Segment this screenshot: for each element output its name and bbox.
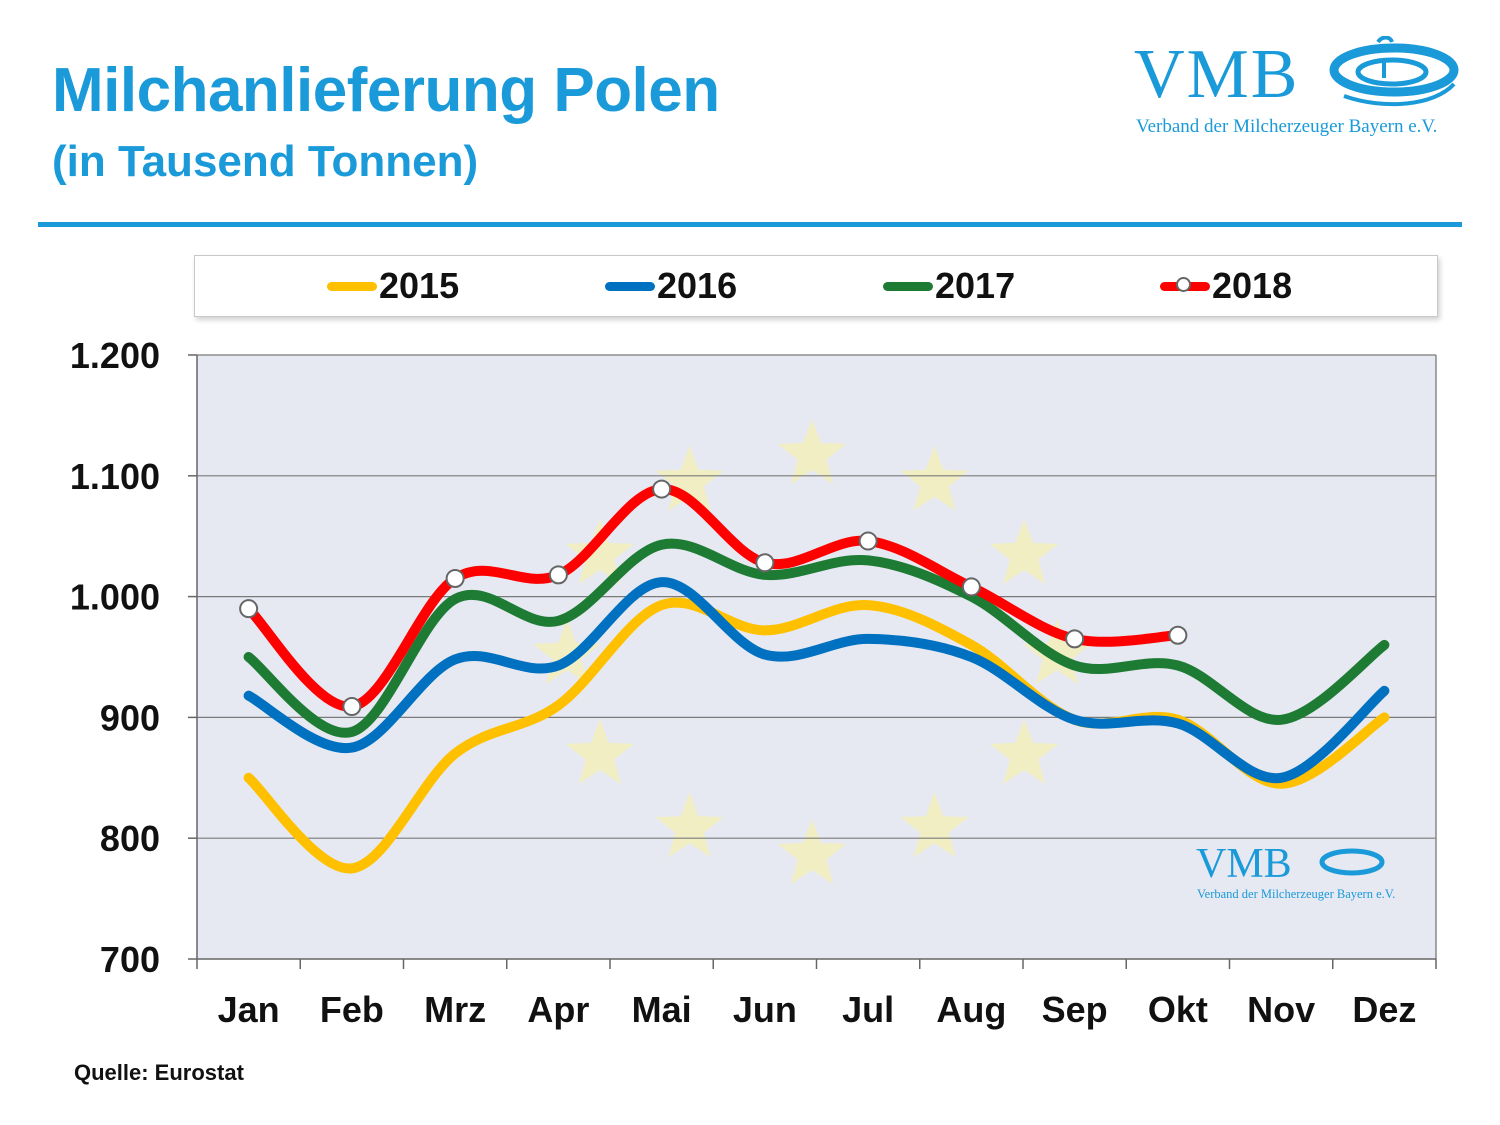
x-tick-label: Nov	[1247, 989, 1315, 1030]
legend-swatch-2016	[605, 281, 655, 291]
data-point-2018	[548, 565, 568, 585]
legend-label-2017: 2017	[935, 265, 1016, 306]
x-tick-label: Sep	[1042, 989, 1108, 1030]
watermark-text: VMB	[1196, 841, 1292, 887]
data-point-2018	[755, 553, 775, 573]
eu-star-icon	[565, 719, 635, 785]
data-point-2018	[342, 697, 362, 717]
eu-stars-background	[532, 419, 1092, 885]
series-lines	[243, 484, 1390, 874]
y-tick-label: 1.200	[70, 335, 160, 376]
series-line-2016	[243, 577, 1390, 784]
data-point-2018	[652, 479, 672, 499]
x-tick-label: Okt	[1148, 989, 1208, 1030]
y-tick-label: 700	[100, 939, 160, 980]
x-tick-label: Apr	[527, 989, 589, 1030]
y-tick-label: 800	[100, 818, 160, 859]
x-tick-label: Aug	[936, 989, 1006, 1030]
x-tick-label: Feb	[320, 989, 384, 1030]
x-axis-labels: Jan Feb Mrz Apr Mai Jun Jul Aug Sep Okt Nov Dez	[218, 989, 1417, 1030]
x-tick-label: Jan	[218, 989, 280, 1030]
watermark-tagline: Verband der Milcherzeuger Bayern e.V.	[1197, 887, 1395, 901]
eu-star-icon	[777, 819, 847, 885]
logo-tagline: Verband der Milcherzeuger Bayern e.V.	[1136, 116, 1438, 137]
data-point-2018	[858, 531, 878, 551]
eu-star-icon	[989, 519, 1059, 585]
legend-item-2018: 2018	[1160, 264, 1292, 308]
eu-star-icon	[900, 445, 969, 511]
page-title: Milchanlieferung Polen	[52, 56, 720, 125]
series-line-2018	[243, 484, 1183, 712]
page-subtitle: (in Tausend Tonnen)	[52, 137, 479, 186]
x-tick-label: Dez	[1352, 989, 1416, 1030]
eu-star-icon	[900, 792, 969, 858]
watermark-swirl-icon	[1319, 848, 1385, 876]
eu-star-icon	[565, 519, 635, 585]
data-point-2018	[1065, 629, 1085, 649]
legend-marker-2018	[1176, 276, 1191, 292]
x-tick-label: Jul	[842, 989, 894, 1030]
eu-star-icon	[532, 619, 602, 685]
legend-swatch-2018	[1160, 276, 1210, 292]
y-axis-labels: 700 800 900 1.000 1.100 1.200	[70, 335, 160, 980]
legend-label-2015: 2015	[379, 265, 460, 306]
data-point-2018	[445, 568, 465, 588]
x-tick-label: Mai	[632, 989, 692, 1030]
eu-star-icon	[989, 719, 1059, 785]
gridlines	[197, 354, 1436, 839]
droplet-swirl-icon	[1329, 36, 1459, 107]
legend-swatch-2017	[883, 281, 933, 291]
watermark-logo: VMB Verband der Milcherzeuger Bayern e.V…	[1196, 841, 1395, 901]
y-tick-label: 1.100	[70, 456, 160, 497]
y-tick-label: 1.000	[70, 577, 160, 618]
legend-item-2016: 2016	[605, 264, 737, 308]
series-markers	[239, 479, 1188, 717]
chart-legend: 2015 2016 2017 2018	[194, 255, 1438, 317]
eu-star-icon	[777, 419, 847, 485]
data-point-2018	[1168, 625, 1188, 645]
eu-star-icon	[655, 792, 724, 858]
series-line-2017	[243, 538, 1390, 738]
legend-label-2018: 2018	[1212, 265, 1293, 306]
legend-swatch-2015	[327, 281, 377, 291]
legend-item-2017: 2017	[883, 264, 1015, 308]
vmb-logo: VMB Verband der Milcherzeuger Bayern e.V…	[1132, 36, 1462, 146]
y-tick-label: 900	[100, 697, 160, 738]
data-point-2018	[961, 577, 981, 597]
title-divider	[38, 222, 1462, 227]
data-point-2018	[239, 599, 259, 619]
legend-label-2016: 2016	[657, 265, 738, 306]
axes	[188, 354, 1437, 969]
logo-text: VMB	[1134, 36, 1300, 113]
x-tick-label: Mrz	[424, 989, 486, 1030]
legend-item-2015: 2015	[327, 264, 459, 308]
source-note: Quelle: Eurostat	[74, 1060, 244, 1085]
x-tick-label: Jun	[733, 989, 797, 1030]
eu-star-icon	[1022, 619, 1092, 685]
eu-star-icon	[655, 445, 724, 511]
